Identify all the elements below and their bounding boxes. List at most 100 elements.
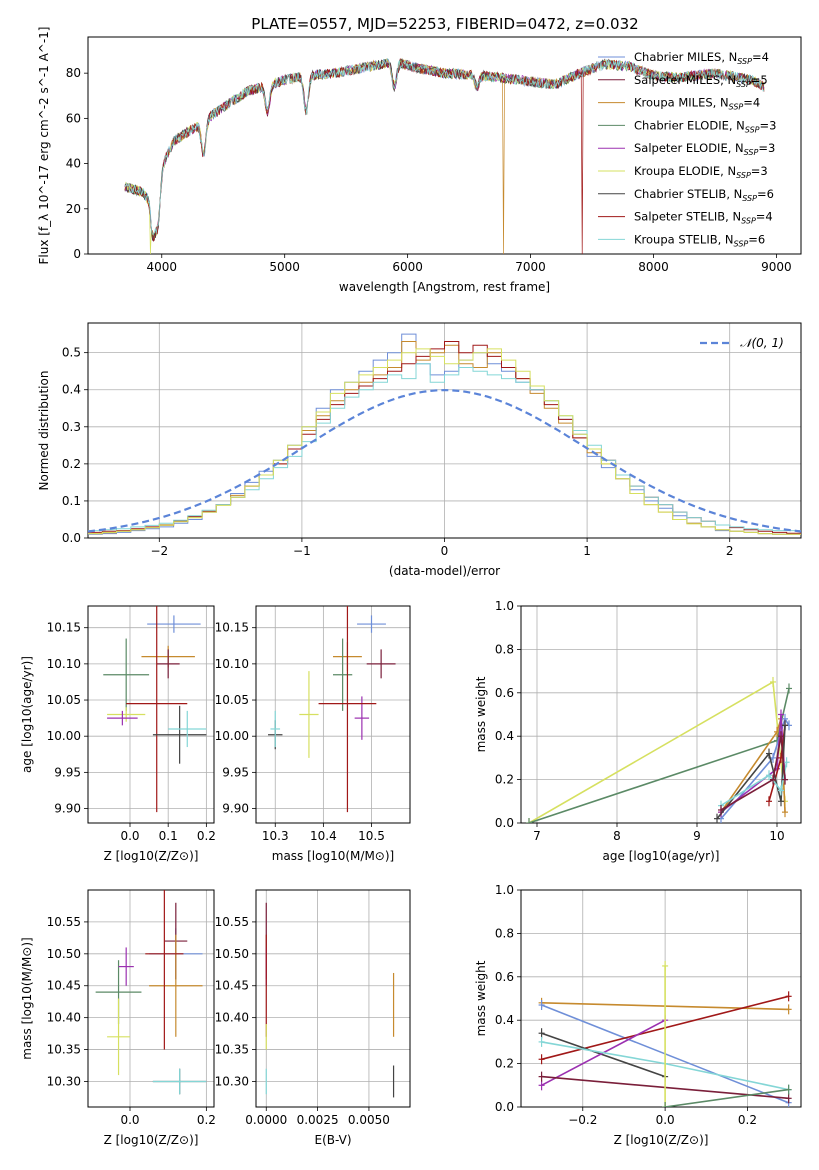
- y-tick-label: 10.55: [215, 915, 249, 929]
- axes-mass-vs-ebv: 0.0000 0.0025 0.0050 10.30 10.35 10.40 10.45 10…: [215, 889, 411, 1147]
- y-tick-label: 10.00: [215, 729, 249, 743]
- y-tick-label: 0.8: [495, 926, 514, 940]
- legend-label: Chabrier STELIB, NSSP=6: [634, 187, 774, 203]
- y-tick-label: 10.55: [47, 915, 81, 929]
- x-tick-label: 0.2: [197, 1113, 216, 1127]
- x-tick-label: 4000: [146, 260, 177, 274]
- histogram-step: [88, 348, 801, 535]
- weight-line: [528, 688, 790, 823]
- x-tick-label: 0: [441, 544, 449, 558]
- x-tick-label: −1: [293, 544, 311, 558]
- y-axis-label: Flux [f_λ 10^-17 erg cm^-2 s^-1 A^-1]: [37, 27, 51, 265]
- y-tick-label: 10.10: [47, 657, 81, 671]
- weight-line: [664, 1088, 789, 1107]
- y-tick-label: 40: [66, 157, 81, 171]
- axes-mass-vs-Z: 0.0 0.2 10.30 10.35 10.40 10.45 10.50 10.55 Z [l…: [20, 889, 216, 1147]
- axes-frame: [255, 889, 411, 1108]
- plot-area: [538, 960, 792, 1107]
- x-tick-label: −2: [150, 544, 168, 558]
- axes-age-vs-Z: 0.0 0.1 0.2 9.90 9.95 10.00 10.05 10.10 10.15 Z […: [20, 605, 216, 863]
- weight-line: [528, 680, 786, 823]
- y-tick-label: 10.50: [47, 947, 81, 961]
- plot-area: [124, 57, 765, 254]
- y-tick-label: 0: [73, 247, 81, 261]
- plot-area: [103, 606, 207, 813]
- x-axis-label: Z [log10(Z/Z⊙)]: [104, 1133, 199, 1147]
- y-tick-label: 10.10: [215, 657, 249, 671]
- y-tick-label: 10.00: [47, 729, 81, 743]
- y-tick-label: 0.2: [62, 457, 81, 471]
- x-tick-label: 0.0: [120, 1113, 139, 1127]
- y-tick-label: 0.2: [495, 1057, 514, 1071]
- y-tick-label: 0.4: [495, 1013, 514, 1027]
- x-axis-label: age [log10(age/yr)]: [603, 849, 720, 863]
- axes-age-vs-mass: 10.3 10.4 10.5 9.90 9.95 10.00 10.05 10.10 10.15…: [215, 605, 411, 863]
- y-tick-label: 60: [66, 111, 81, 125]
- x-tick-label: 10.3: [262, 829, 289, 843]
- y-tick-label: 80: [66, 66, 81, 80]
- x-tick-label: 10: [769, 829, 784, 843]
- x-tick-label: 7: [533, 829, 541, 843]
- axes-frame: [255, 605, 411, 824]
- x-tick-label: 5000: [269, 260, 300, 274]
- plot-area: [265, 902, 395, 1098]
- x-tick-label: 10.4: [310, 829, 337, 843]
- y-tick-label: 0.5: [62, 346, 81, 360]
- y-tick-label: 10.15: [47, 621, 81, 635]
- y-tick-label: 10.45: [215, 979, 249, 993]
- axes-frame: [87, 36, 802, 255]
- y-tick-label: 0.6: [495, 686, 514, 700]
- axes-frame: [87, 605, 215, 824]
- y-tick-label: 0.3: [62, 420, 81, 434]
- axes-frame: [520, 889, 802, 1108]
- plots-layer: 4000 5000 6000 7000 8000 9000020406080wavelen…: [20, 27, 802, 1147]
- x-tick-label: 9000: [761, 260, 792, 274]
- spectrum-series-line: [124, 59, 765, 254]
- y-tick-label: 10.40: [47, 1011, 81, 1025]
- figure-title: PLATE=0557, MJD=52253, FIBERID=0472, z=0…: [251, 15, 638, 33]
- x-tick-label: 0.0: [656, 1113, 675, 1127]
- y-axis-label: Normed distribution: [37, 371, 51, 491]
- x-tick-label: 6000: [392, 260, 423, 274]
- y-tick-label: 0.0: [495, 1100, 514, 1114]
- y-tick-label: 0.2: [495, 773, 514, 787]
- y-tick-label: 0.0: [495, 816, 514, 830]
- x-tick-label: 2: [726, 544, 734, 558]
- x-tick-label: 8: [613, 829, 621, 843]
- histogram-step: [88, 363, 801, 532]
- y-tick-label: 20: [66, 202, 81, 216]
- x-tick-label: 0.0: [120, 829, 139, 843]
- x-tick-label: −0.2: [568, 1113, 597, 1127]
- spectrum-series-line: [124, 58, 765, 254]
- y-tick-label: 0.0: [62, 531, 81, 545]
- y-axis-label: mass weight: [474, 676, 488, 752]
- y-tick-label: 10.40: [215, 1011, 249, 1025]
- legend-label: Salpeter ELODIE, NSSP=3: [634, 141, 775, 157]
- weight-line: [720, 762, 788, 807]
- y-tick-label: 0.4: [495, 729, 514, 743]
- y-tick-label: 9.90: [54, 802, 81, 816]
- x-axis-label: E(B-V): [314, 1133, 351, 1147]
- y-tick-label: 0.8: [495, 642, 514, 656]
- y-tick-label: 10.35: [215, 1043, 249, 1057]
- normal-curve: [88, 388, 801, 533]
- plot-area: [88, 333, 801, 535]
- legend-label: Chabrier MILES, NSSP=4: [634, 50, 769, 66]
- y-tick-label: 0.4: [62, 383, 81, 397]
- axes-frame: [87, 889, 215, 1108]
- y-tick-label: 1.0: [495, 599, 514, 613]
- y-tick-label: 10.50: [215, 947, 249, 961]
- y-tick-label: 9.95: [222, 765, 249, 779]
- axes-frame: [520, 605, 802, 824]
- y-tick-label: 9.90: [222, 802, 249, 816]
- legend-label: Kroupa ELODIE, NSSP=3: [634, 164, 768, 180]
- x-tick-label: 0.0000: [245, 1113, 287, 1127]
- x-axis-label: mass [log10(M/M⊙)]: [272, 849, 394, 863]
- axes-frame: [87, 322, 802, 539]
- weight-line: [720, 736, 786, 811]
- y-tick-label: 9.95: [54, 765, 81, 779]
- x-axis-label: (data-model)/error: [389, 564, 500, 578]
- legend-label: 𝒩(0, 1): [740, 336, 784, 350]
- weight-line: [541, 1032, 666, 1078]
- axes-weight-vs-age: 7 8 9 10 0.0 0.2 0.4 0.6 0.8 1.0 age [log10(age/yr…: [474, 599, 802, 863]
